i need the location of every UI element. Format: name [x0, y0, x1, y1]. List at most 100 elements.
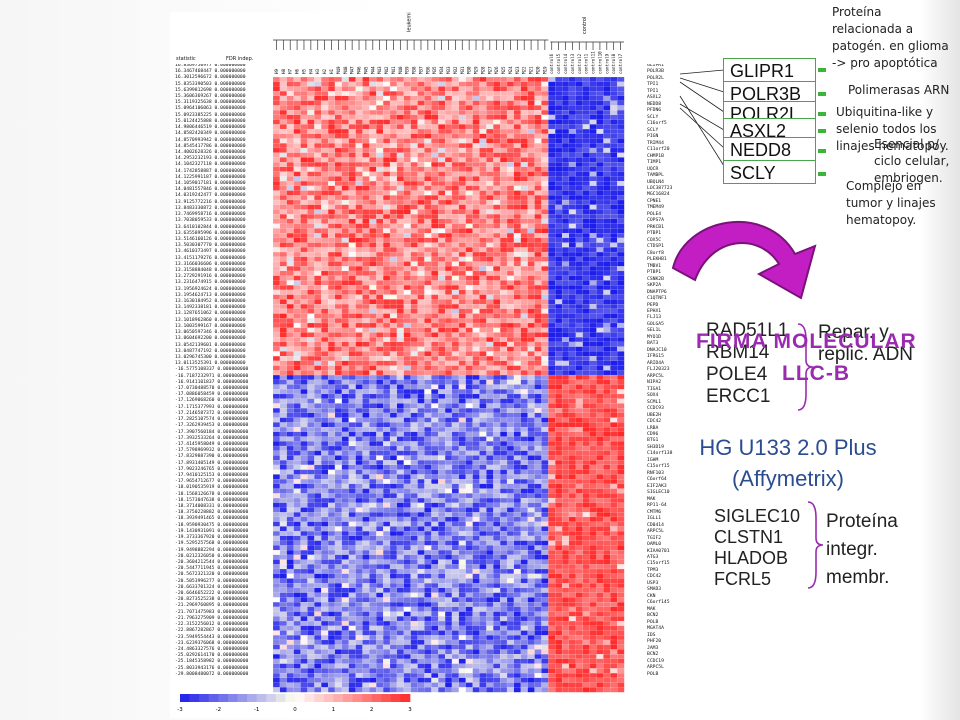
column-label: M30 [467, 66, 472, 74]
stat-row: 14.1742858887 0.000000000 [175, 168, 246, 174]
gene-row-label: TPI1 [647, 82, 659, 88]
stat-row: -18.0190535919 0.000000000 [175, 485, 249, 491]
column-label: H3 [315, 68, 320, 74]
gene-row-label: MYO1D [647, 334, 662, 340]
column-label: M40 [398, 66, 403, 74]
stat-row: -19.9498882294 0.000000000 [175, 547, 249, 553]
gene-connector-lines [679, 69, 725, 167]
column-label: H5 [301, 68, 306, 74]
gene-row-label: COPS7A [647, 218, 664, 224]
stat-row: 13.1492338181 0.000000000 [175, 305, 246, 311]
stat-row: 13.9125772216 0.000000000 [175, 199, 246, 205]
stat-row: -20.6646652222 0.000000000 [175, 591, 249, 597]
gene-row-label: TIMP1 [647, 160, 662, 166]
annotation-overlap: Ubiquitina-like y selenio todos los lina… [836, 105, 949, 153]
stat-row: 13.2729291916 0.000000000 [175, 274, 246, 280]
stat-row: -25.0292614170 0.000000000 [175, 653, 249, 659]
stat-row: 13.1287651062 0.000000000 [175, 311, 246, 317]
stat-row: -16.7187232971 0.000000000 [175, 373, 249, 379]
column-label: control1 [584, 53, 589, 74]
column-label: control8 [611, 53, 616, 74]
gene-row-label: NEDD8 [647, 101, 662, 107]
gene-row-label: CCDC93 [647, 406, 664, 412]
green-tab [818, 112, 826, 116]
stat-row: 13.0542139601 0.000000000 [175, 342, 246, 348]
gene-row-label: GLIPR1 [647, 64, 664, 68]
column-label: H9 [274, 68, 279, 74]
gene-row-label: PEPD [647, 302, 659, 308]
column-label: M49 [336, 66, 341, 74]
gene-row-label: IGHM [647, 457, 659, 463]
stat-row: -17.9023246765 0.000000000 [175, 466, 249, 472]
gene-row-label: SCLY [647, 127, 659, 133]
dna-gene-item: RAD51L1 [706, 320, 789, 341]
stat-row: -22.8867282867 0.000000000 [175, 628, 249, 634]
gene-row-label: CDC42 [647, 419, 662, 425]
stat-row: -17.4145958049 0.000000000 [175, 441, 249, 447]
gene-row-label: C14orf138 [647, 451, 673, 457]
heatmap-cells [272, 76, 625, 693]
gene-row-label: DNAPTP6 [647, 289, 667, 295]
column-label: M39 [405, 66, 410, 74]
gene-row-label: BAT3 [647, 341, 659, 347]
gene-row-label: ARPC5L [647, 373, 664, 379]
column-label: M26 [494, 66, 499, 74]
gene-row-label: C15orf15 [647, 464, 670, 470]
stat-row: 14.8570993942 0.000000000 [175, 137, 246, 143]
gene-row-label: NIPA2 [647, 380, 662, 386]
legend-tick-label: 0 [293, 707, 297, 713]
stat-row: 15.3606369267 0.000000000 [175, 94, 246, 100]
column-label: control9 [604, 53, 609, 74]
dna-gene-list: RAD51L1 RBM14 POLE4 ERCC1 [706, 320, 788, 408]
stat-row: -17.9654712677 0.000000000 [175, 479, 249, 485]
platform-name: HG U133 2.0 Plus [699, 435, 877, 460]
gene-row-label: TAMBPL [647, 173, 664, 179]
gene-row-label: C16orf5 [647, 121, 667, 127]
gene-row-label: MGAT4A [647, 626, 664, 632]
gene-row-label: BCN2 [647, 652, 659, 658]
stat-row: 16.8369750977 0.000000000 [175, 64, 246, 68]
stat-row: -19.5295257568 0.000000000 [175, 541, 249, 547]
column-label: H1 [329, 68, 334, 74]
stat-row: 16.3012596672 0.000000000 [175, 75, 246, 81]
gene-row-label: FLJ13 [647, 315, 662, 321]
stat-row: 14.0319242477 0.000000000 [175, 193, 246, 199]
gene-row-label: CD0414 [647, 522, 664, 528]
gene-row-label: CCDC19 [647, 658, 664, 664]
gene-row-label: TPI1 [647, 88, 659, 94]
stat-row: 13.3158884048 0.000000000 [175, 268, 246, 273]
stat-row: -19.1430931091 0.000000000 [175, 528, 249, 534]
gene-row-label: RP11-64 [647, 503, 667, 509]
stat-row: -18.3714008331 0.000000000 [175, 504, 249, 510]
gene-row-label: USP3 [647, 580, 659, 586]
gene-row-label: IGLL1 [647, 516, 662, 522]
gene-row-label: IDS [647, 632, 656, 638]
column-label: M32 [453, 66, 458, 74]
membrane-gene-item: SIGLEC10 [714, 506, 801, 526]
dna-gene-item: POLE4 [706, 364, 768, 385]
stat-row: -18.1573047638 0.000000000 [175, 497, 249, 503]
gene-row-label: SMAD3 [647, 587, 662, 593]
column-label: H8 [281, 68, 286, 74]
gene-row-label: UQCR [647, 166, 659, 172]
column-label: M22 [522, 66, 527, 74]
stat-row: -20.3604212544 0.000000000 [175, 559, 249, 565]
column-label: control7 [618, 53, 623, 74]
gene-row-label: CHMP1B [647, 153, 664, 159]
column-label: M42 [384, 66, 389, 74]
gene-row-label: PTBP1 [647, 231, 662, 237]
gene-box-glipr1: GLIPR1 [723, 58, 816, 82]
gene-row-label: ARPC5L [647, 529, 664, 535]
gene-row-label: C1QTNF1 [647, 296, 667, 302]
column-label: M23 [515, 66, 520, 74]
column-label: M44 [370, 66, 375, 74]
gene-row-label: GOLGA5 [647, 321, 664, 327]
gene-row-label: OAML0 [647, 542, 662, 548]
gene-row-label: CSNK2B [647, 276, 664, 282]
stat-row: 14.9806446519 0.000000000 [175, 125, 246, 131]
gene-box-nedd8: NEDD8 [723, 137, 816, 161]
membrane-function-label: Proteína integr. membr. [826, 511, 898, 588]
membrane-gene-list: SIGLEC10 CLSTN1 HLADOB FCRL5 [714, 506, 800, 590]
green-tab [818, 172, 826, 176]
gene-row-label: TIGA1 [647, 386, 662, 392]
